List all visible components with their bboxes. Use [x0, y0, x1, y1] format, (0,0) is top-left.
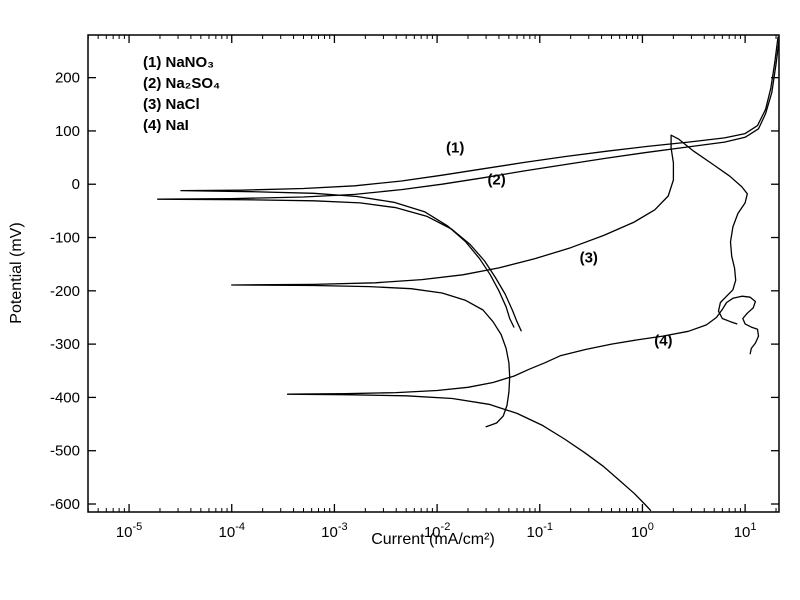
svg-text:100: 100 — [55, 123, 80, 140]
curve-label-1: (1) — [446, 139, 465, 157]
svg-text:-500: -500 — [50, 443, 80, 460]
svg-text:101: 101 — [734, 521, 757, 541]
svg-text:10-4: 10-4 — [219, 521, 245, 541]
svg-text:-300: -300 — [50, 336, 80, 353]
svg-text:10-5: 10-5 — [116, 521, 142, 541]
x-axis-label: Current (mA/cm²) — [371, 531, 495, 548]
chart-legend: (1) NaNO₃ (2) Na₂SO₄ (3) NaCl (4) NaI — [143, 52, 220, 136]
curve-label-2: (2) — [487, 171, 506, 189]
legend-item-1: (1) NaNO₃ — [143, 54, 215, 71]
legend-item-4: (4) NaI — [143, 117, 189, 134]
legend-item-3: (3) NaCl — [143, 96, 200, 113]
svg-text:10-2: 10-2 — [424, 521, 450, 541]
svg-text:10-3: 10-3 — [321, 521, 347, 541]
svg-text:0: 0 — [72, 176, 80, 193]
svg-text:-400: -400 — [50, 389, 80, 406]
svg-text:-600: -600 — [50, 496, 80, 513]
legend-item-2: (2) Na₂SO₄ — [143, 75, 221, 92]
svg-text:10-1: 10-1 — [527, 521, 553, 541]
svg-text:100: 100 — [631, 521, 654, 541]
y-axis-label: Potential (mV) — [8, 222, 25, 324]
curve-label-3: (3) — [579, 249, 598, 267]
curve-label-4: (4) — [654, 332, 673, 350]
svg-text:-100: -100 — [50, 230, 80, 247]
svg-text:-200: -200 — [50, 283, 80, 300]
svg-text:200: 200 — [55, 70, 80, 87]
